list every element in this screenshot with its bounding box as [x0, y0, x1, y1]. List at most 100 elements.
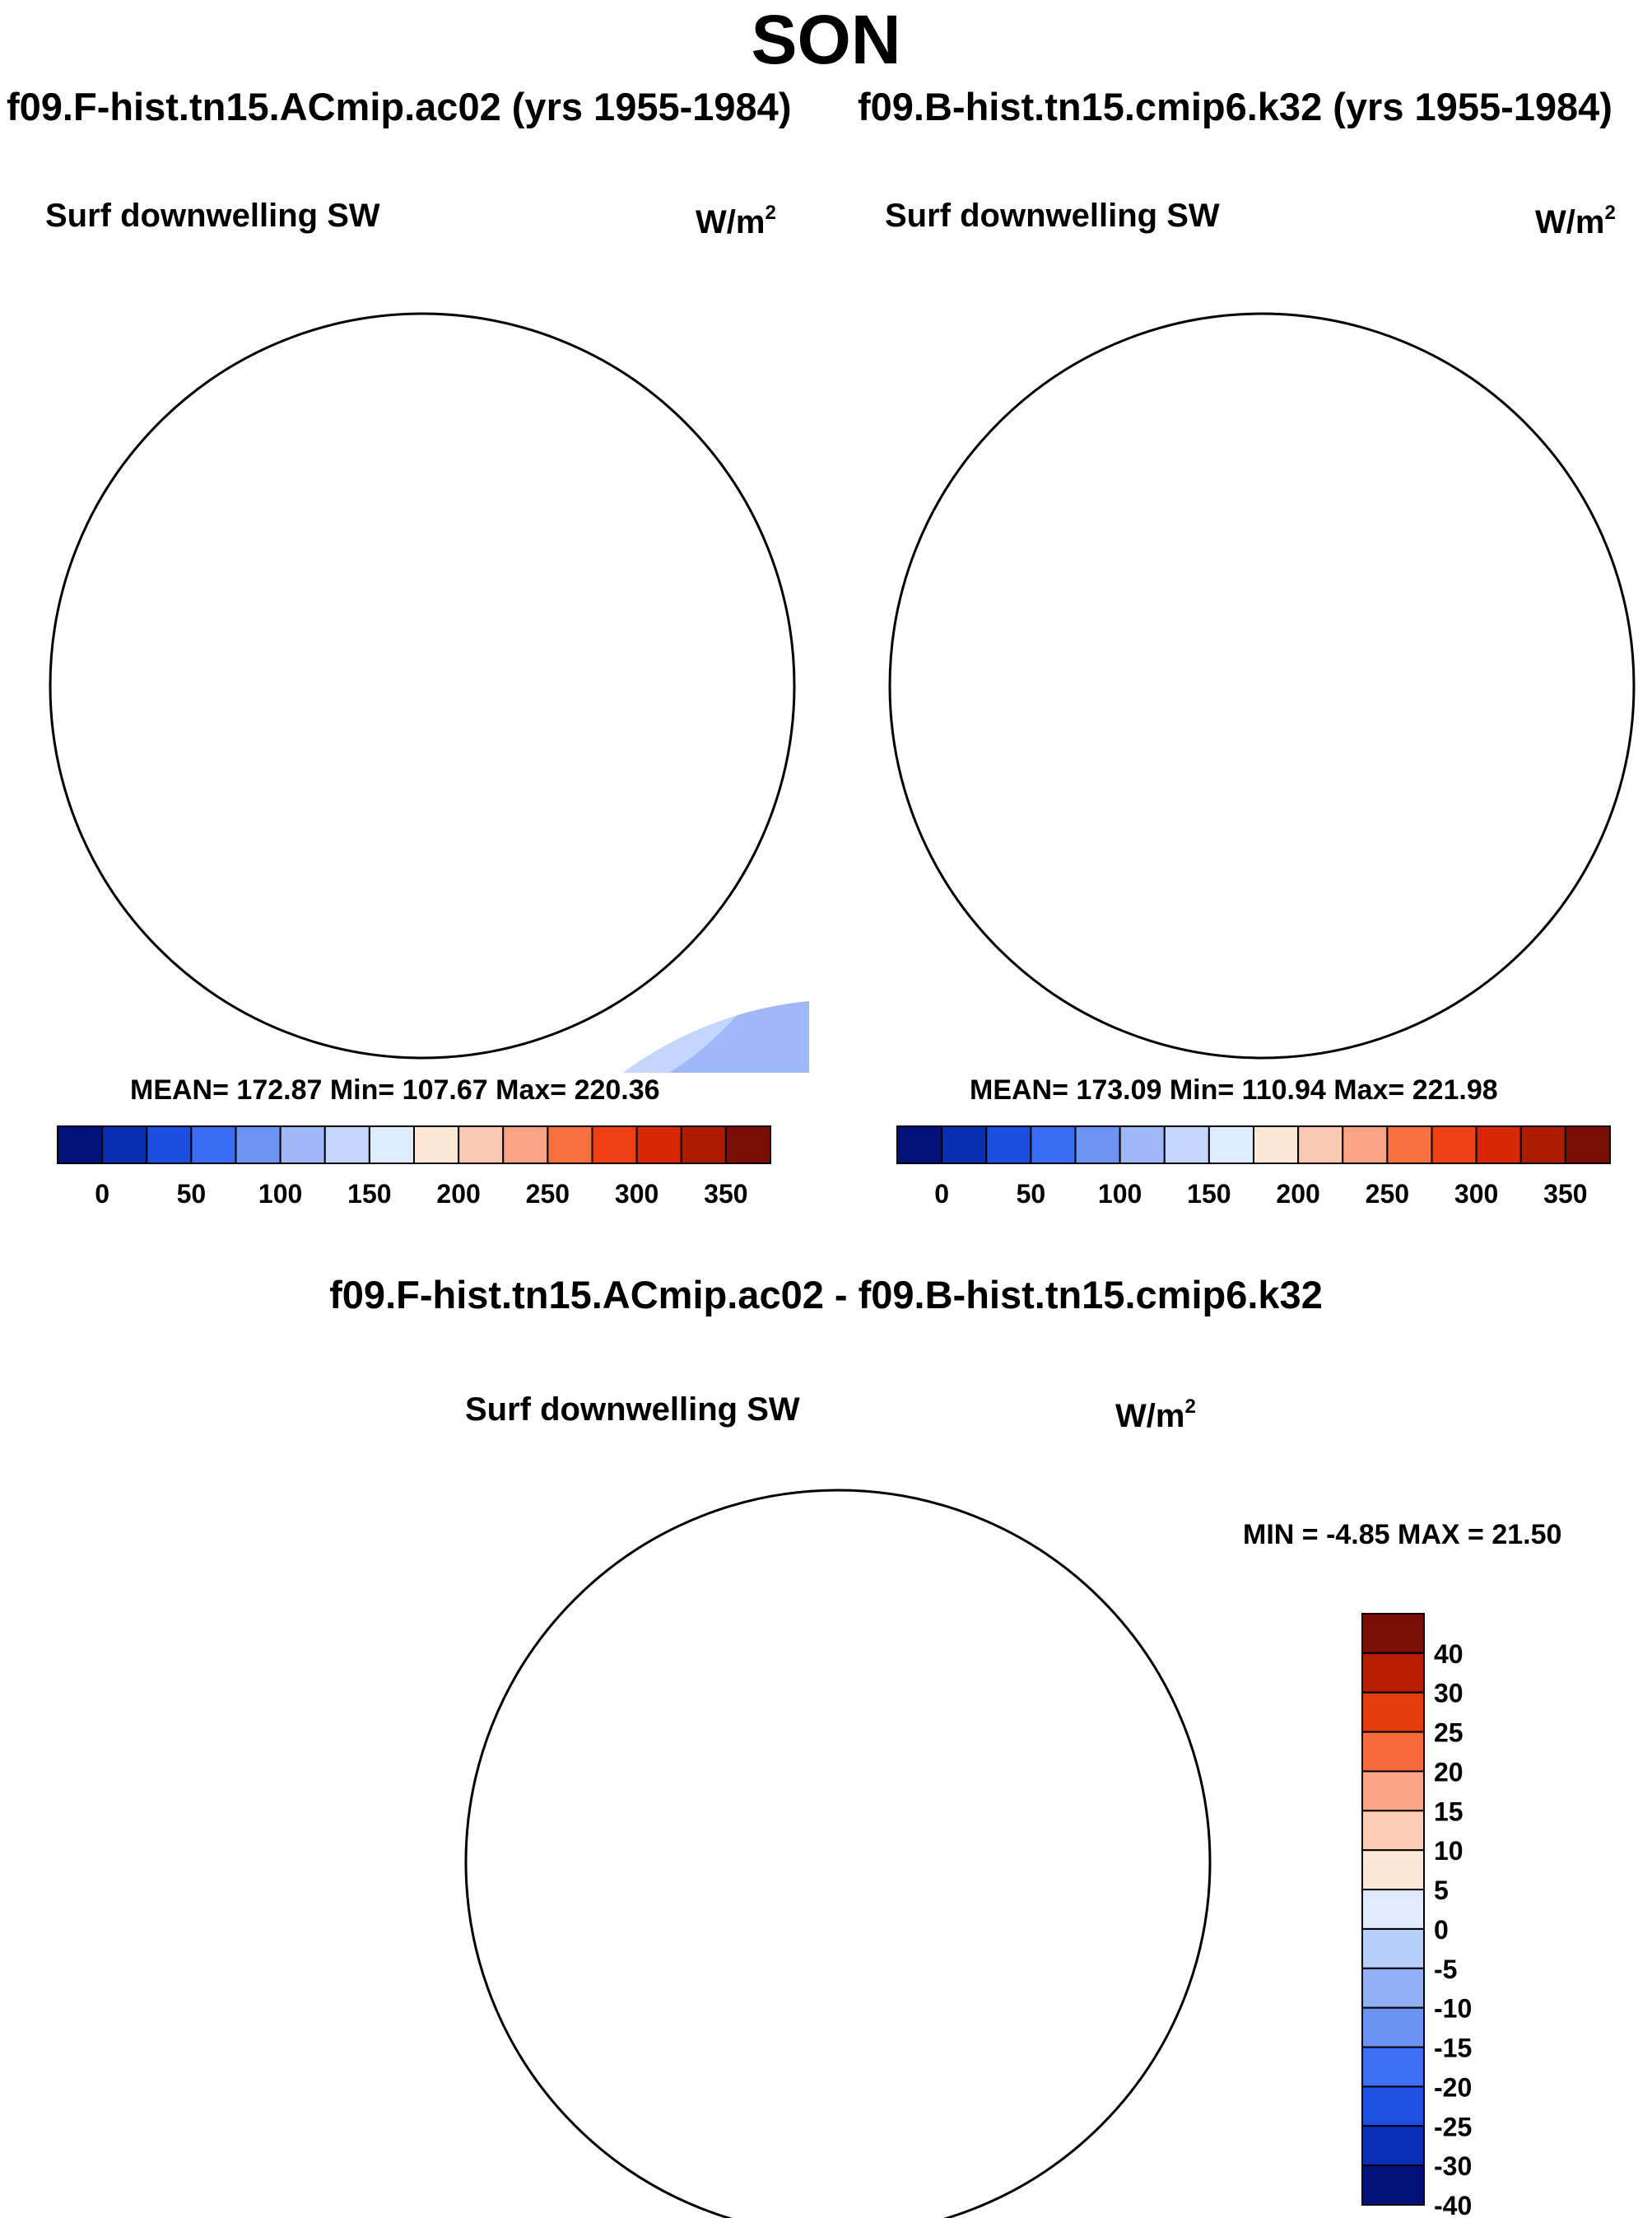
diff-units-label: W/m2	[1115, 1396, 1196, 1435]
diff-colorbar-tick-label: -10	[1434, 1994, 1472, 2024]
left-colorbar-box-10	[502, 1125, 549, 1164]
diff-colorbar-box-9	[1361, 1967, 1425, 2009]
left-colorbar-box-8	[413, 1125, 460, 1164]
right-colorbar-box-6	[1163, 1125, 1210, 1164]
left-colorbar-tick-label: 200	[436, 1179, 480, 1209]
right-case-title: f09.B-hist.tn15.cmip6.k32 (yrs 1955-1984…	[858, 85, 1612, 128]
left-colorbar-box-3	[190, 1125, 237, 1164]
diff-polar-map	[464, 1489, 1212, 2218]
diff-colorbar-box-7	[1361, 1889, 1425, 1930]
left-colorbar-box-15	[724, 1125, 771, 1164]
right-colorbar-box-5	[1119, 1125, 1166, 1164]
diff-colorbar-tick-label: 25	[1434, 1718, 1464, 1748]
left-colorbar: 0 50 100 150 200 250 300 350	[57, 1125, 771, 1209]
diff-colorbar-tick-label: -20	[1434, 2072, 1472, 2102]
left-colorbar-box-9	[458, 1125, 505, 1164]
right-stats: MEAN= 173.09 Min= 110.94 Max= 221.98	[970, 1074, 1498, 1106]
diff-colorbar-tick-label: -40	[1434, 2191, 1472, 2218]
left-colorbar-box-6	[323, 1125, 370, 1164]
left-colorbar-tick-label: 300	[615, 1179, 658, 1209]
diff-colorbar-tick-label: 10	[1434, 1836, 1464, 1866]
left-colorbar-box-14	[680, 1125, 727, 1164]
diff-colorbar-tick-label: -30	[1434, 2151, 1472, 2181]
right-colorbar-box-13	[1475, 1125, 1522, 1164]
left-units-label: W/m2	[696, 202, 776, 241]
diff-colorbar-tick-label: -25	[1434, 2112, 1472, 2141]
right-colorbar: 0 50 100 150 200 250 300 350	[896, 1125, 1611, 1209]
left-colorbar-box-2	[146, 1125, 193, 1164]
right-units-base: W/m	[1535, 204, 1605, 240]
left-polar-map	[49, 312, 809, 1073]
right-colorbar-box-3	[1030, 1125, 1077, 1164]
right-colorbar-box-12	[1431, 1125, 1477, 1164]
diff-colorbar-tick-label: 20	[1434, 1757, 1464, 1787]
right-colorbar-box-2	[985, 1125, 1032, 1164]
left-colorbar-tick-label: 100	[258, 1179, 302, 1209]
left-variable-label: Surf downwelling SW	[45, 198, 380, 234]
left-colorbar-box-4	[235, 1125, 282, 1164]
right-colorbar-tick-label: 0	[934, 1179, 949, 1209]
right-colorbar-box-15	[1564, 1125, 1611, 1164]
right-variable-label: Surf downwelling SW	[885, 198, 1220, 234]
main-title: SON	[751, 1, 901, 78]
right-colorbar-tick-label: 250	[1366, 1179, 1409, 1209]
right-units-exponent: 2	[1604, 202, 1616, 225]
diff-colorbar-tick-label: 40	[1434, 1639, 1464, 1669]
right-colorbar-box-9	[1297, 1125, 1344, 1164]
diff-colorbar-box-12	[1361, 2085, 1425, 2127]
left-colorbar-box-12	[591, 1125, 638, 1164]
diff-units-base: W/m	[1115, 1398, 1185, 1434]
diff-colorbar-tick-label: -5	[1434, 1955, 1457, 1984]
left-colorbar-box-1	[101, 1125, 148, 1164]
diff-colorbar-box-5	[1361, 1810, 1425, 1852]
diff-colorbar-box-1	[1361, 1652, 1425, 1694]
right-colorbar-box-0	[896, 1125, 943, 1164]
diff-colorbar-box-0	[1361, 1613, 1425, 1654]
left-case-title: f09.F-hist.tn15.ACmip.ac02 (yrs 1955-198…	[7, 85, 792, 128]
left-colorbar-tick-label: 150	[347, 1179, 391, 1209]
left-colorbar-box-0	[57, 1125, 104, 1164]
diff-variable-label: Surf downwelling SW	[465, 1391, 800, 1428]
right-colorbar-box-1	[941, 1125, 988, 1164]
diff-units-exponent: 2	[1184, 1396, 1196, 1419]
diff-colorbar-box-11	[1361, 2046, 1425, 2088]
diff-colorbar-tick-label: 30	[1434, 1679, 1464, 1708]
left-colorbar-tick-label: 50	[177, 1179, 207, 1209]
diff-colorbar: 40 30 25 20 15 10 5 0 -5 -10 -15 -20 -25 -30 -40	[1361, 1613, 1472, 2218]
diff-colorbar-tick-label: 5	[1434, 1876, 1449, 1905]
right-colorbar-tick-label: 300	[1454, 1179, 1498, 1209]
right-colorbar-box-7	[1208, 1125, 1254, 1164]
right-colorbar-tick-label: 150	[1187, 1179, 1231, 1209]
left-colorbar-box-11	[547, 1125, 593, 1164]
right-colorbar-tick-label: 200	[1276, 1179, 1319, 1209]
left-units-exponent: 2	[765, 202, 776, 225]
left-stats: MEAN= 172.87 Min= 107.67 Max= 220.36	[130, 1074, 660, 1106]
right-colorbar-box-11	[1386, 1125, 1433, 1164]
left-colorbar-tick-label: 0	[95, 1179, 109, 1209]
diff-colorbar-box-2	[1361, 1691, 1425, 1733]
diff-case-title: f09.F-hist.tn15.ACmip.ac02 - f09.B-hist.…	[329, 1273, 1323, 1316]
diff-colorbar-tick-label: 0	[1434, 1915, 1449, 1945]
diff-colorbar-box-6	[1361, 1849, 1425, 1891]
left-colorbar-box-5	[279, 1125, 326, 1164]
right-colorbar-box-14	[1519, 1125, 1566, 1164]
diff-colorbar-tick-label: -15	[1434, 2034, 1472, 2063]
left-colorbar-box-7	[368, 1125, 415, 1164]
diff-colorbar-tick-label: 15	[1434, 1796, 1464, 1826]
left-units-base: W/m	[696, 204, 766, 240]
right-colorbar-box-4	[1074, 1125, 1121, 1164]
right-colorbar-tick-label: 50	[1017, 1179, 1046, 1209]
right-colorbar-tick-label: 100	[1098, 1179, 1142, 1209]
diff-stats: MIN = -4.85 MAX = 21.50	[1243, 1519, 1562, 1550]
left-colorbar-box-13	[635, 1125, 682, 1164]
right-polar-map	[888, 312, 1636, 1060]
diff-colorbar-box-3	[1361, 1731, 1425, 1773]
diff-colorbar-box-8	[1361, 1927, 1425, 1969]
diff-colorbar-box-14	[1361, 2164, 1425, 2206]
left-colorbar-tick-label: 250	[526, 1179, 570, 1209]
diff-colorbar-box-4	[1361, 1770, 1425, 1812]
left-colorbar-tick-label: 350	[704, 1179, 747, 1209]
right-colorbar-tick-label: 350	[1543, 1179, 1587, 1209]
right-units-label: W/m2	[1535, 202, 1616, 241]
